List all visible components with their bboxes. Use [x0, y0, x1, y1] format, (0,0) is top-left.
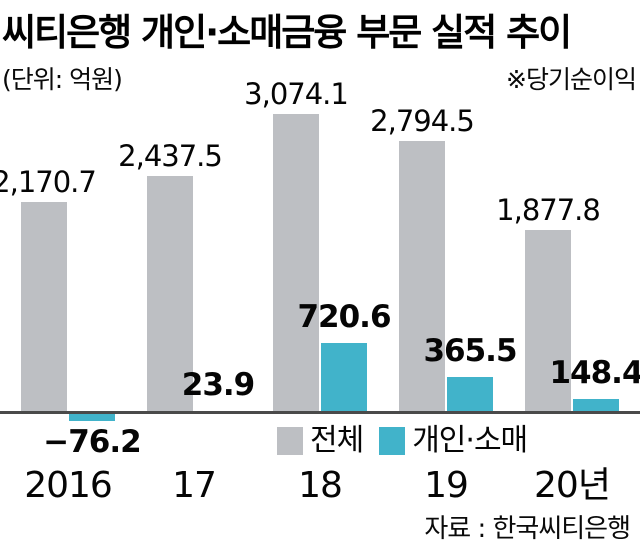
unit-note: (단위: 억원): [2, 65, 123, 94]
value-label-retail: 720.6: [297, 298, 391, 335]
x-axis-label: 19: [424, 465, 469, 506]
bar-total: [399, 141, 445, 413]
x-axis-line: [0, 411, 640, 414]
value-label-retail: 365.5: [423, 333, 517, 370]
value-label-total: 1,877.8: [496, 193, 601, 228]
bar-retail: [321, 342, 367, 413]
legend: 전체 개인·소매: [277, 423, 528, 458]
value-label-total: 2,794.5: [370, 104, 475, 139]
x-axis-label: 2016: [24, 465, 113, 506]
value-label-total: 2,170.7: [0, 164, 97, 199]
x-axis-label: 18: [298, 465, 343, 506]
bar-total: [21, 201, 67, 413]
legend-label-retail: 개인·소매: [412, 423, 528, 458]
value-label-retail: 148.4: [549, 354, 640, 391]
bar-total: [147, 175, 193, 413]
bar-retail: [69, 414, 115, 422]
legend-swatch-retail: [379, 427, 406, 455]
legend-swatch-total: [277, 427, 303, 455]
bar-retail: [447, 377, 493, 413]
value-label-retail: −76.2: [43, 424, 141, 461]
value-label-total: 3,074.1: [244, 76, 349, 111]
legend-label-total: 전체: [310, 423, 364, 458]
bar-total: [273, 113, 319, 413]
chart-title: 씨티은행 개인·소매금융 부문 실적 추이: [2, 11, 572, 54]
x-axis-label: 20년: [534, 465, 611, 506]
value-label-total: 2,437.5: [118, 138, 223, 173]
x-axis-label: 17: [172, 465, 217, 506]
metric-note: ※당기순이익: [506, 65, 637, 94]
source-note: 자료 : 한국씨티은행: [424, 514, 631, 543]
value-label-retail: 23.9: [181, 366, 255, 403]
bar-total: [525, 230, 571, 413]
bar-retail: [573, 398, 619, 413]
